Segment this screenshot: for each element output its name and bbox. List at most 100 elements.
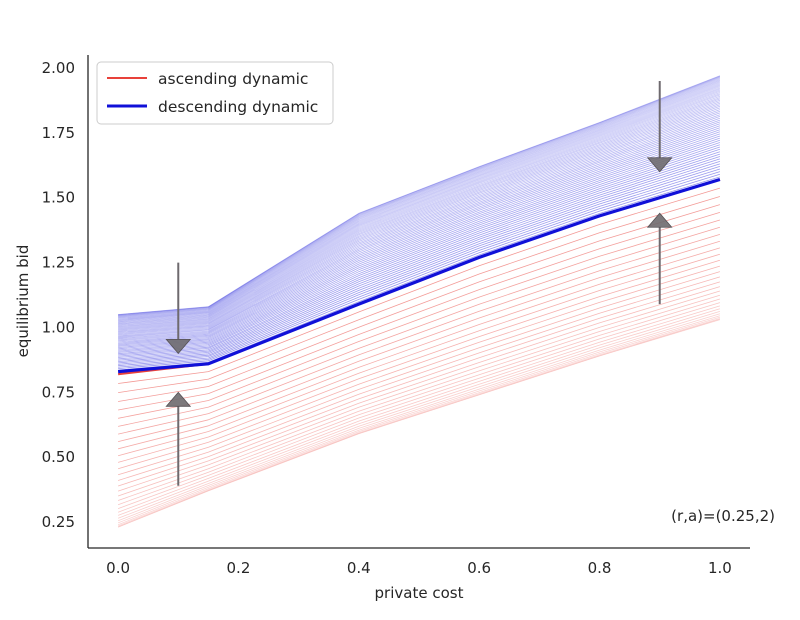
descending-iteration-curve <box>118 125 721 343</box>
descending-iteration-curve <box>118 112 721 336</box>
ascending-iteration-curve <box>117 271 721 476</box>
ascending-iteration-curve <box>117 305 721 513</box>
x-tick-labels: 0.0 0.2 0.4 0.6 0.8 1.0 <box>106 559 732 577</box>
descending-iteration-curve <box>118 142 721 352</box>
ascending-iteration-curve <box>118 234 721 435</box>
x-tick-label: 0.4 <box>347 559 371 577</box>
descending-iteration-curve <box>118 171 721 368</box>
descending-iteration-curve <box>118 144 721 353</box>
descending-iteration-curve <box>118 90 721 324</box>
legend-label-descending: descending dynamic <box>158 98 318 116</box>
descending-iteration-curve <box>118 123 721 342</box>
arrow-layer <box>165 80 673 486</box>
descending-iteration-curve <box>118 129 721 345</box>
ascending-iteration-curve <box>118 247 721 450</box>
ascending-iteration-curve <box>117 313 721 522</box>
descending-iteration-curve <box>118 86 721 321</box>
y-tick-label: 1.25 <box>42 254 75 272</box>
ascending-iteration-curve <box>117 253 721 457</box>
y-tick-label: 0.50 <box>42 448 75 466</box>
descending-iteration-curve <box>118 135 721 348</box>
descending-iteration-curve <box>118 109 721 334</box>
descending-iteration-curve <box>118 83 721 320</box>
descending-iteration-curve <box>118 78 721 317</box>
ascending-iteration-curve <box>118 226 721 427</box>
y-tick-label: 1.00 <box>42 318 75 336</box>
ascending-iteration-curve <box>117 298 721 506</box>
descending-iteration-curve <box>118 105 721 332</box>
x-tick-label: 0.8 <box>588 559 612 577</box>
descending-iteration-curve <box>118 161 721 362</box>
descending-iteration-curve <box>118 156 721 360</box>
y-tick-label: 1.50 <box>42 189 75 207</box>
descending-iteration-curve <box>118 75 721 316</box>
descending-iteration-curve <box>118 99 721 329</box>
descending-iteration-curve <box>118 121 721 341</box>
convergence-arrow-head <box>165 391 192 407</box>
descending-iteration-curve <box>118 84 721 320</box>
ascending-iteration-curve <box>117 319 721 528</box>
x-tick-label: 0.0 <box>106 559 130 577</box>
descending-iteration-curve <box>118 94 721 326</box>
descending-iteration-curve <box>118 88 721 323</box>
descending-iteration-curve <box>118 76 721 316</box>
descending-iteration-curve <box>118 101 721 330</box>
ascending-iteration-curve <box>117 318 721 528</box>
descending-iteration-curve <box>118 139 721 351</box>
descending-iteration-curve <box>118 77 721 316</box>
descending-iteration-curve <box>118 97 721 327</box>
ascending-iteration-curve <box>117 302 721 509</box>
descending-iteration-curve <box>118 95 721 327</box>
x-tick-label: 0.2 <box>227 559 251 577</box>
parameter-annotation: (r,a)=(0.25,2) <box>671 507 775 525</box>
y-tick-label: 2.00 <box>42 59 75 77</box>
descending-iteration-curve <box>118 75 721 315</box>
descending-iteration-curve <box>118 80 721 318</box>
descending-iteration-curve <box>118 104 721 331</box>
ascending-iteration-curve <box>118 204 721 402</box>
ascending-iteration-curve <box>118 219 721 419</box>
x-tick-label: 1.0 <box>708 559 732 577</box>
convergence-arrow-head <box>646 212 673 228</box>
descending-iteration-curve <box>118 163 721 364</box>
descending-iteration-curve <box>118 114 721 337</box>
descending-iteration-curve <box>118 151 721 357</box>
descending-iteration-curve <box>118 85 721 321</box>
ascending-iteration-curve <box>117 294 721 501</box>
descending-iteration-curve <box>118 127 721 344</box>
ascending-iteration-curve <box>117 308 721 516</box>
ascending-iteration-curve <box>117 281 721 487</box>
descending-iteration-curve <box>118 79 721 317</box>
y-tick-label: 0.25 <box>42 513 75 531</box>
descending-iteration-curve <box>118 92 721 325</box>
ascending-iteration-curve <box>118 187 721 384</box>
ascending-iteration-curve <box>117 290 721 497</box>
descending-iteration-curve <box>118 98 721 328</box>
ascending-iteration-curve <box>117 286 721 492</box>
y-tick-label: 1.75 <box>42 124 75 142</box>
ascending-iteration-curve <box>117 259 721 463</box>
descending-iteration-curve <box>118 133 721 347</box>
descending-iteration-curve <box>118 76 721 316</box>
ascending-iteration-curve <box>117 311 721 519</box>
descending-iteration-curve <box>118 82 721 319</box>
descending-iteration-curve <box>118 119 721 340</box>
legend-frame <box>96 61 334 125</box>
descending-iteration-curve <box>118 75 721 315</box>
ascending-iteration-curve <box>117 316 721 526</box>
descending-iteration-curve <box>118 146 721 355</box>
descending-iteration-curve <box>118 79 721 318</box>
ascending-iteration-curve <box>117 276 721 481</box>
descending-iteration-curve <box>118 76 721 316</box>
descending-iteration-curve <box>118 102 721 330</box>
descending-iteration-curve <box>118 117 721 339</box>
descending-iteration-curve <box>118 78 721 317</box>
descending-iteration-curve <box>118 89 721 323</box>
descending-iteration-curve <box>118 87 721 322</box>
descending-iteration-curve <box>118 75 721 315</box>
descending-iteration-curve <box>118 168 721 367</box>
legend-label-ascending: ascending dynamic <box>158 70 308 88</box>
descending-iteration-curve <box>118 166 721 365</box>
legend: ascending dynamic descending dynamic <box>96 61 334 125</box>
